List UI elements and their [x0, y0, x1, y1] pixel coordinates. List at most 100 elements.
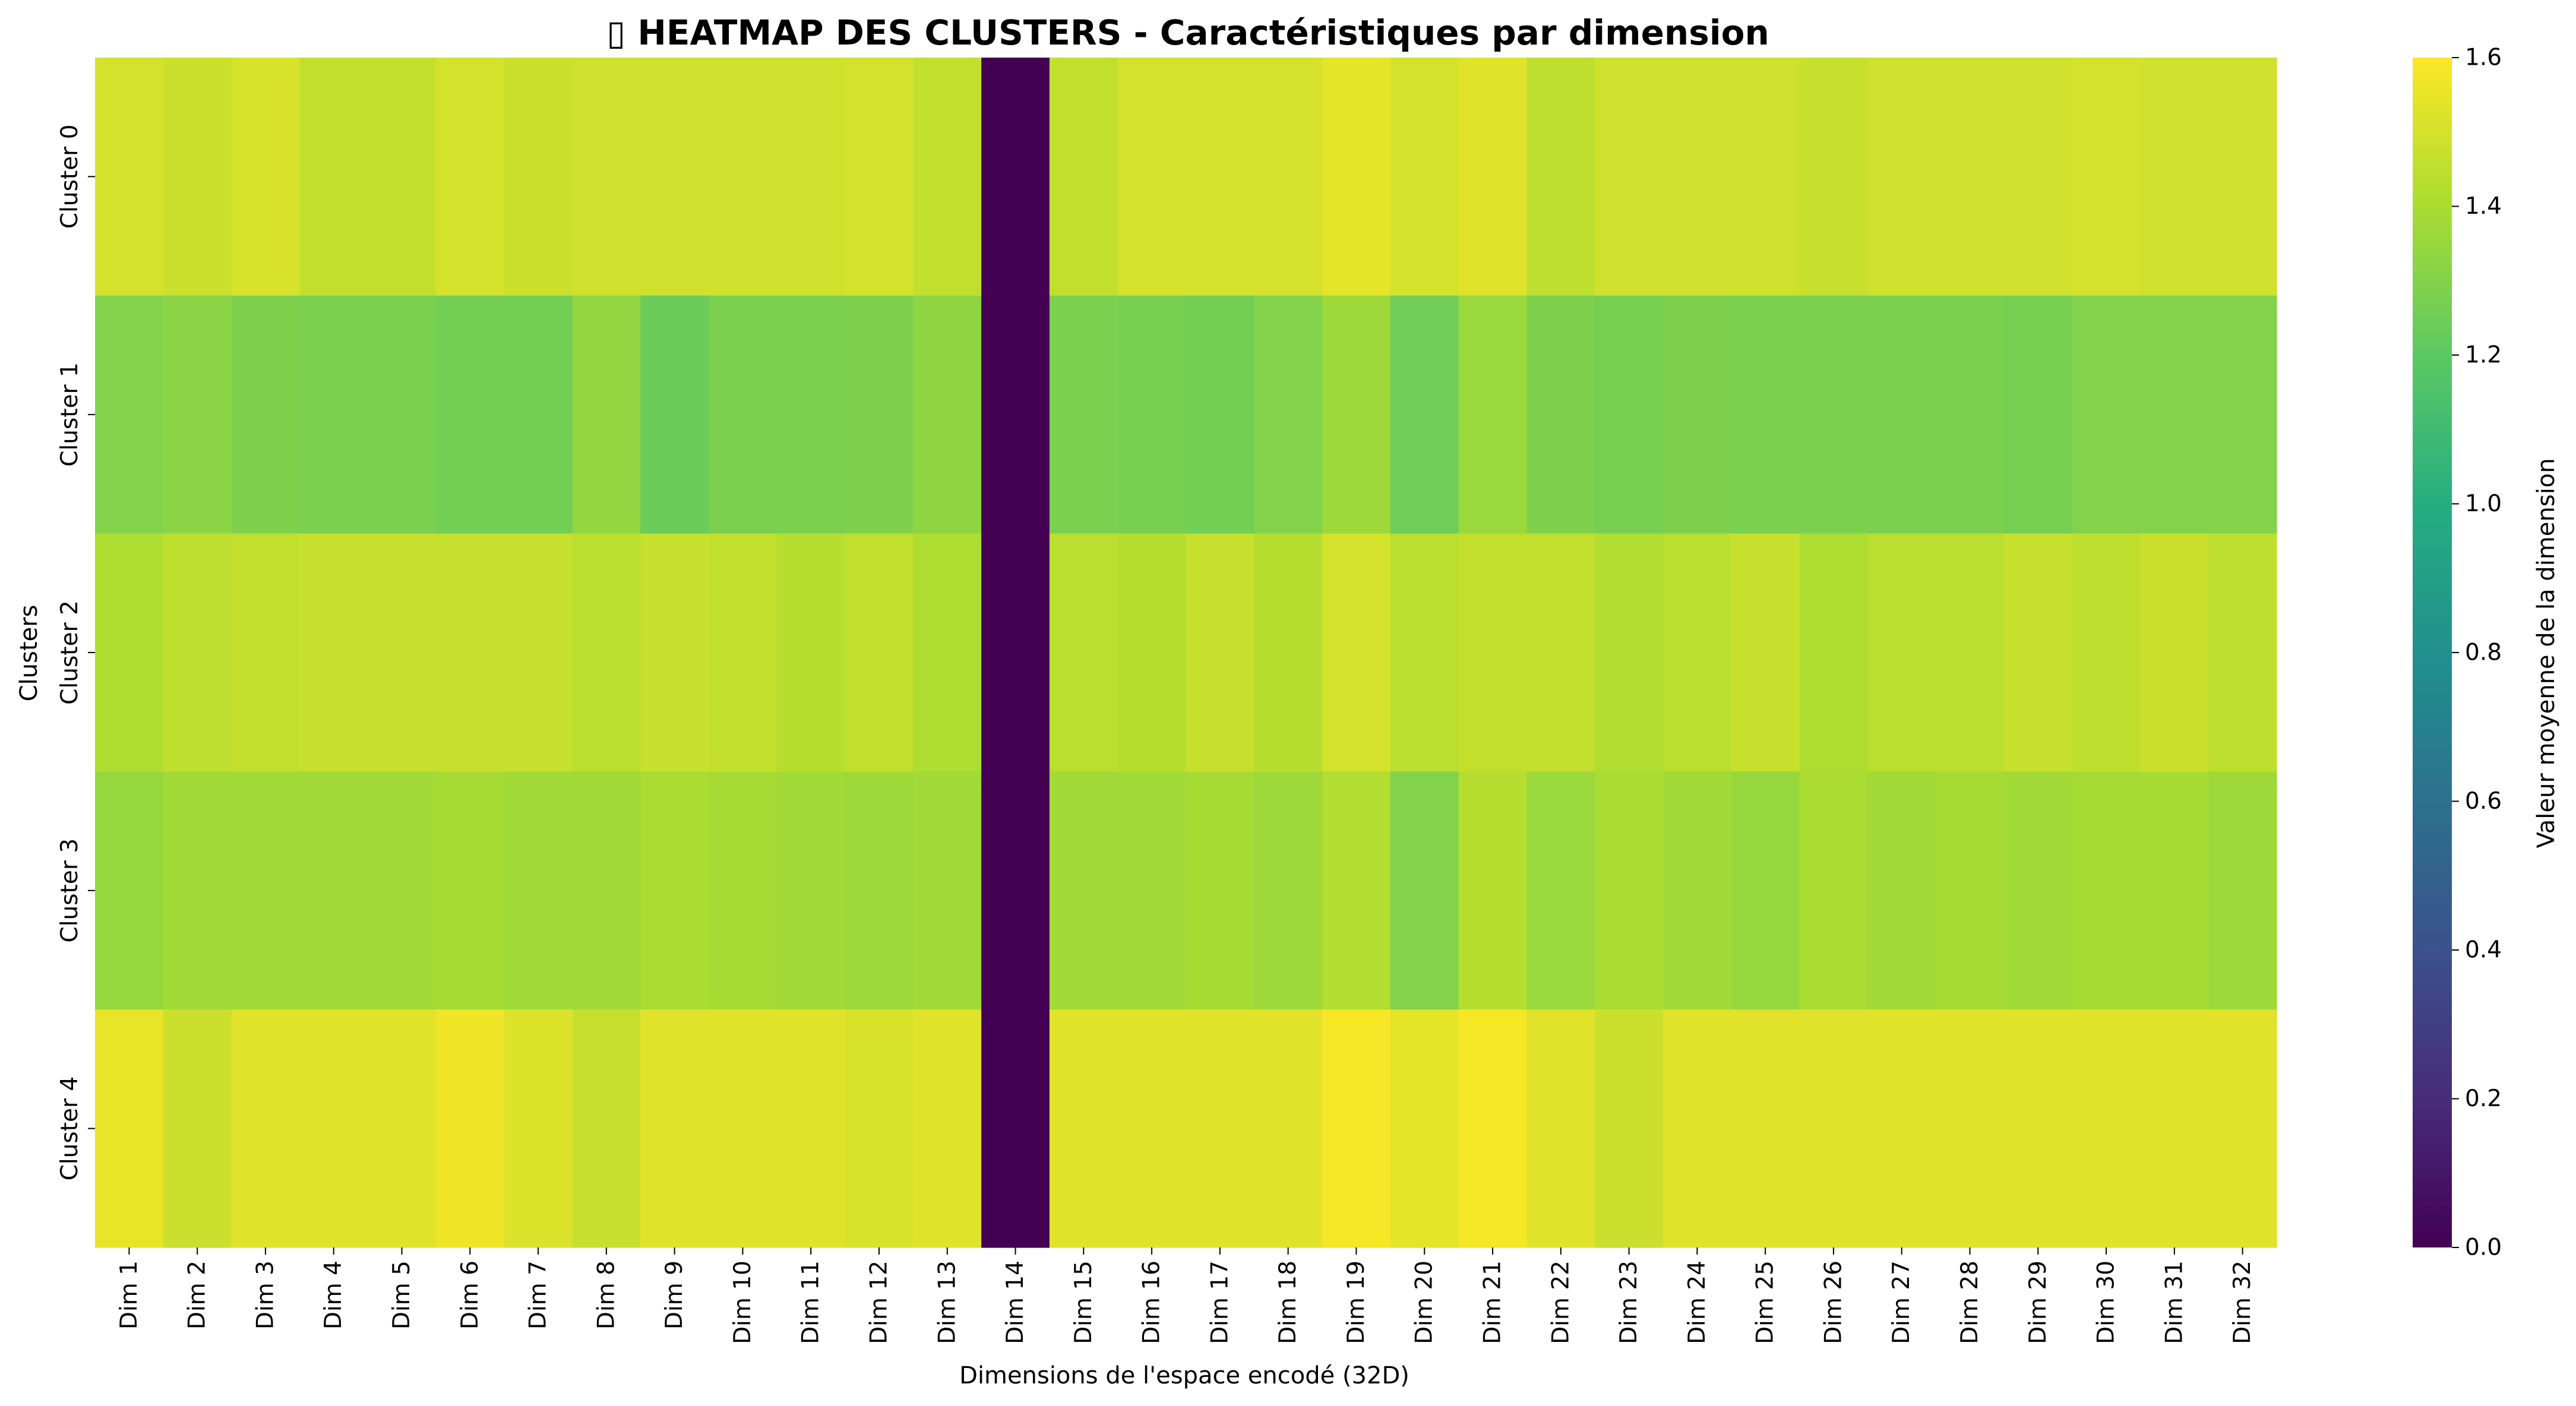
- x-tick-label: Dim 25: [1752, 1261, 1779, 1344]
- heatmap-cell: [776, 771, 846, 1010]
- heatmap-cell: [981, 58, 1050, 296]
- heatmap-cell: [913, 533, 982, 772]
- heatmap-cell: [1867, 533, 1936, 772]
- heatmap-cell: [1322, 295, 1391, 534]
- x-tick-label: Dim 13: [934, 1261, 960, 1344]
- heatmap-cell: [2140, 58, 2209, 296]
- heatmap-cell: [95, 533, 164, 772]
- colorbar-ticks: 0.0 0.2 0.4 0.6 0.8 1.0 1.2 1.4 1.6: [2452, 45, 2502, 1261]
- heatmap-cell: [913, 295, 982, 534]
- x-tick-label: Dim 8: [593, 1261, 619, 1329]
- x-tick-label: Dim 22: [1547, 1261, 1574, 1344]
- heatmap-cell: [913, 771, 982, 1010]
- heatmap-cells: [95, 58, 2277, 1248]
- heatmap-cell: [776, 533, 846, 772]
- heatmap-cell: [1799, 1009, 1868, 1248]
- heatmap-cell: [163, 295, 232, 534]
- heatmap-cell: [435, 295, 505, 534]
- heatmap-cell: [1390, 295, 1459, 534]
- heatmap-cell: [1595, 58, 1664, 296]
- heatmap-cell: [1458, 533, 1528, 772]
- heatmap-cell: [845, 533, 914, 772]
- x-tick-label: Dim 31: [2161, 1261, 2188, 1344]
- heatmap-cell: [2072, 771, 2141, 1010]
- heatmap-cell: [709, 1009, 777, 1248]
- heatmap-cell: [1254, 295, 1323, 534]
- heatmap-cell: [435, 533, 505, 772]
- heatmap-cell: [1731, 533, 1800, 772]
- heatmap-cell: [1322, 533, 1391, 772]
- heatmap-cell: [640, 295, 709, 534]
- colorbar-tick-label: 0.4: [2465, 937, 2502, 964]
- x-tick-label: Dim 14: [1002, 1261, 1029, 1344]
- heatmap-cell: [2208, 295, 2277, 534]
- x-tick-label: Dim 27: [1888, 1261, 1915, 1344]
- heatmap-cell: [776, 1009, 846, 1248]
- heatmap-cell: [95, 771, 164, 1010]
- heatmap-cell: [231, 533, 300, 772]
- x-tick-label: Dim 24: [1684, 1261, 1711, 1344]
- heatmap-cell: [1117, 771, 1187, 1010]
- heatmap-cell: [2072, 533, 2141, 772]
- x-tick-label: Dim 23: [1616, 1261, 1642, 1344]
- heatmap-cell: [504, 1009, 573, 1248]
- heatmap-cell: [1595, 295, 1664, 534]
- heatmap-cell: [1049, 1009, 1118, 1248]
- x-axis-label: Dimensions de l'espace encodé (32D): [959, 1362, 1409, 1389]
- x-tick-label: Dim 5: [388, 1261, 415, 1329]
- x-tick-label: Dim 11: [798, 1261, 824, 1344]
- heatmap-cell: [1049, 295, 1118, 534]
- x-tick-label: Dim 17: [1206, 1261, 1233, 1344]
- heatmap-cell: [709, 533, 777, 772]
- heatmap-cell: [1936, 533, 2005, 772]
- heatmap-cell: [299, 533, 368, 772]
- heatmap-cell: [1867, 58, 1936, 296]
- heatmap-cell: [981, 295, 1050, 534]
- heatmap-cell: [776, 295, 846, 534]
- x-tick-label: Dim 1: [116, 1261, 143, 1329]
- heatmap-cell: [913, 58, 982, 296]
- colorbar-tick-label: 1.0: [2465, 490, 2502, 517]
- heatmap-cell: [2003, 295, 2073, 534]
- heatmap-cell: [368, 771, 437, 1010]
- heatmap-cell: [2003, 58, 2073, 296]
- heatmap-cell: [845, 58, 914, 296]
- heatmap-cell: [435, 1009, 505, 1248]
- heatmap-cell: [2140, 1009, 2209, 1248]
- x-tick-label: Dim 19: [1343, 1261, 1370, 1344]
- heatmap-cell: [1867, 295, 1936, 534]
- heatmap-cell: [1458, 58, 1528, 296]
- heatmap-cell: [1731, 295, 1800, 534]
- heatmap-cell: [572, 58, 641, 296]
- heatmap-cell: [1322, 771, 1391, 1010]
- heatmap-cell: [1662, 1009, 1732, 1248]
- heatmap-cell: [1662, 771, 1732, 1010]
- heatmap-cell: [504, 295, 573, 534]
- heatmap-cell: [435, 771, 505, 1010]
- heatmap-cell: [1254, 533, 1323, 772]
- heatmap-cell: [1799, 533, 1868, 772]
- chart-title: ▯ HEATMAP DES CLUSTERS - Caractéristique…: [606, 12, 1769, 53]
- x-tick-label: Dim 7: [525, 1261, 552, 1329]
- heatmap-cell: [231, 295, 300, 534]
- heatmap-cell: [1936, 1009, 2005, 1248]
- heatmap-cell: [1936, 295, 2005, 534]
- x-tick-label: Dim 21: [1480, 1261, 1506, 1344]
- heatmap-cell: [845, 771, 914, 1010]
- heatmap-cell: [845, 295, 914, 534]
- heatmap-cell: [231, 771, 300, 1010]
- heatmap-cell: [1186, 58, 1254, 296]
- heatmap-cell: [572, 295, 641, 534]
- colorbar-tick-label: 0.6: [2465, 788, 2502, 815]
- heatmap-cell: [299, 295, 368, 534]
- heatmap-cell: [1049, 771, 1118, 1010]
- heatmap-cell: [1049, 533, 1118, 772]
- x-tick-label: Dim 28: [1957, 1261, 1983, 1344]
- y-tick-label: Cluster 4: [56, 1076, 83, 1181]
- heatmap-cell: [1731, 58, 1800, 296]
- heatmap-cell: [2003, 533, 2073, 772]
- heatmap-cell: [1458, 771, 1528, 1010]
- heatmap-cell: [231, 58, 300, 296]
- heatmap-cell: [1186, 1009, 1254, 1248]
